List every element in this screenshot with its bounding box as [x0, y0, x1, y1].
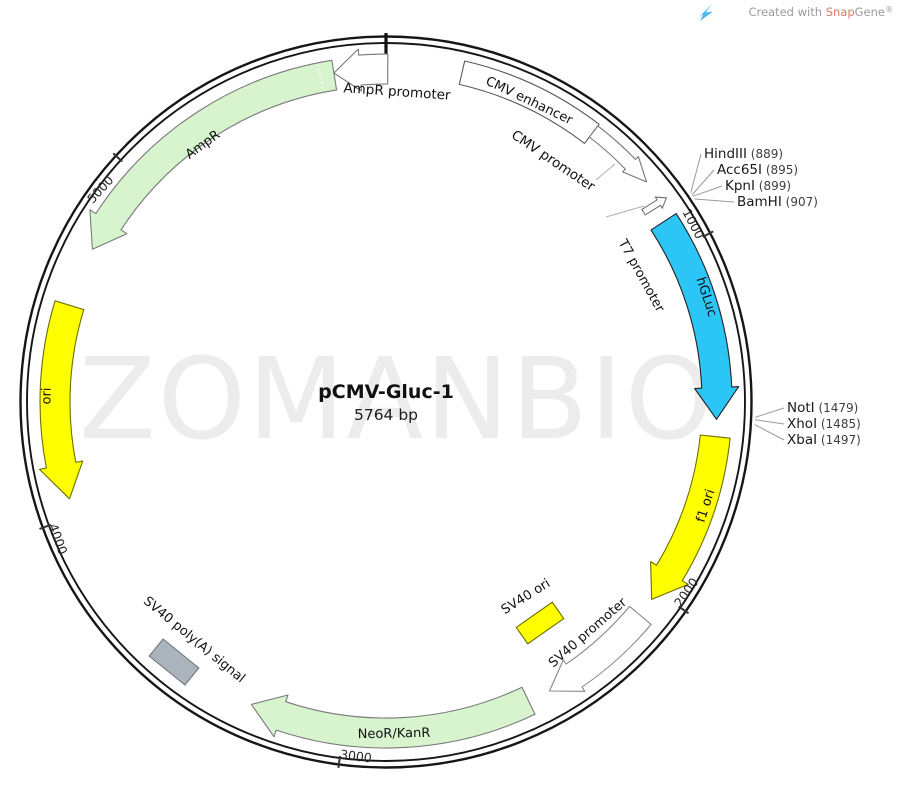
tick-mark-4000: [39, 523, 52, 530]
site-enzyme-name: XhoI: [787, 416, 817, 432]
feature-ampr: [89, 59, 338, 250]
site-label-acc65i: Acc65I (895): [717, 162, 798, 178]
feature-sv40-promoter: [548, 605, 652, 692]
site-label-noti: NotI (1479): [787, 400, 858, 416]
tick-mark-1000: [702, 230, 714, 238]
tick-mark-5000: [112, 152, 123, 163]
snapgene-credit: Created with SnapGene®: [699, 4, 893, 21]
site-line-noti: [755, 407, 785, 418]
t7-promoter-leader: [605, 205, 645, 218]
site-line-xhoi: [755, 419, 785, 425]
plasmid-size: 5764 bp: [354, 406, 418, 424]
credit-registered: ®: [885, 5, 893, 14]
site-label-hindiii: HindIII (889): [704, 146, 783, 162]
site-position: (899): [755, 179, 791, 193]
site-line-kpni: [692, 185, 723, 197]
site-label-xhoi: XhoI (1485): [787, 416, 861, 432]
leader-lines: [595, 163, 645, 218]
feature-cmv-promoter: [588, 125, 648, 183]
credit-brand-rest: Gene: [855, 5, 885, 19]
watermark: ZOMANBIO: [79, 335, 715, 465]
site-line-hindiii: [690, 153, 702, 194]
feature-sv40-polya-signal: [148, 638, 200, 686]
plasmid-title: pCMV-Gluc-1: [318, 381, 454, 403]
feature-ampr-promoter: [333, 48, 389, 92]
site-enzyme-name: KpnI: [725, 178, 755, 194]
feature-hgluc: [650, 213, 740, 420]
cmv-promoter-leader: [595, 163, 616, 181]
site-enzyme-name: BamHI: [737, 194, 782, 210]
label-neor-kanr: NeoR/KanR: [358, 726, 431, 742]
tick-mark-3000: [337, 755, 341, 769]
tick-mark-2000: [678, 605, 690, 615]
feature-f1-ori: [650, 434, 731, 600]
credit-prefix: Created with: [748, 5, 825, 19]
site-line-xbai: [754, 424, 785, 441]
tick-label-3000: 3000: [339, 747, 373, 766]
site-label-bamhi: BamHI (907): [737, 194, 818, 210]
site-line-acc65i: [691, 169, 715, 196]
feature-ori: [38, 300, 85, 500]
tick-label-4000: 4000: [46, 522, 71, 557]
label-ori: ori: [39, 387, 54, 404]
plasmid-backbone-rings: [19, 33, 753, 769]
site-position: (1497): [817, 433, 861, 447]
site-position: (895): [762, 163, 798, 177]
site-label-xbai: XbaI (1497): [787, 432, 861, 448]
svg-text:Created with SnapGene®: Created with SnapGene®: [748, 5, 893, 20]
site-label-kpni: KpnI (899): [725, 178, 791, 194]
site-enzyme-name: NotI: [787, 400, 815, 416]
feature-ampr-boundary-dotted-line: [317, 64, 324, 89]
site-enzyme-name: HindIII: [704, 146, 747, 162]
site-enzyme-name: Acc65I: [717, 162, 762, 178]
feature-neor-kanr: [250, 686, 536, 749]
site-position: (1485): [817, 417, 861, 431]
snapgene-logo-icon: [699, 4, 713, 21]
feature-t7-promoter: [641, 196, 668, 216]
site-enzyme-name: XbaI: [787, 432, 817, 448]
feature-sv40-ori: [515, 601, 565, 645]
site-line-bamhi: [694, 198, 735, 203]
label-t7-promoter: T7 promoter: [614, 236, 667, 315]
restriction-sites: HindIII (889)Acc65I (895)KpnI (899)BamHI…: [690, 146, 861, 448]
feature-cmv-enhancer: [458, 60, 600, 144]
site-position: (889): [747, 147, 783, 161]
label-ampr-promoter: AmpR promoter: [343, 80, 452, 103]
credit-brand-accent: Snap: [826, 5, 855, 19]
feature-arcs: [38, 48, 740, 749]
site-position: (1479): [815, 401, 859, 415]
site-position: (907): [782, 195, 818, 209]
